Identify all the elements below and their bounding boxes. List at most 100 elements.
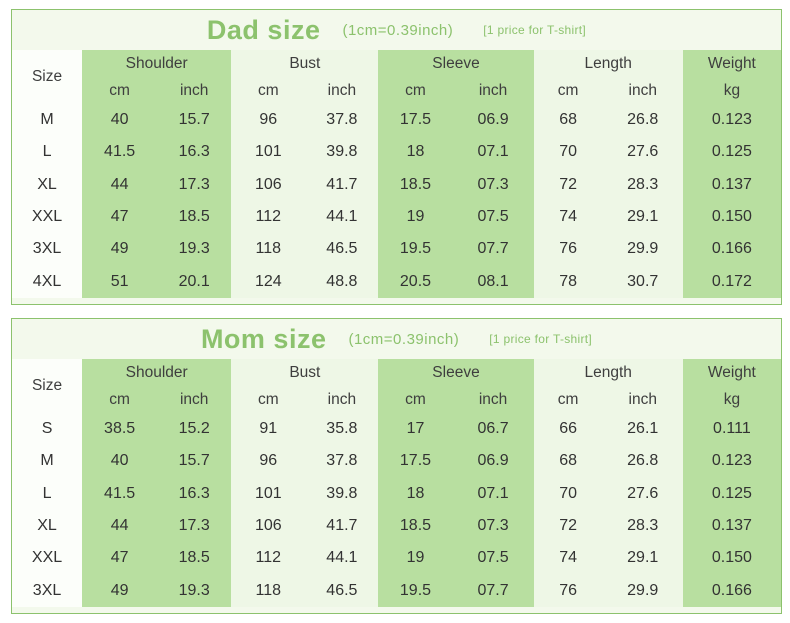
length-cm-cell: 68 xyxy=(533,445,603,478)
sleeve-inch-cell: 06.7 xyxy=(452,413,534,446)
sleeve-cm-cell: 17.5 xyxy=(378,445,453,478)
weight-kg-cell: 0.150 xyxy=(682,542,781,575)
shoulder-inch-cell: 19.3 xyxy=(157,574,232,607)
unit-cm: cm xyxy=(378,386,453,413)
shoulder-inch-cell: 18.5 xyxy=(157,542,232,575)
unit-cm: cm xyxy=(82,77,158,104)
bust-inch-cell: 46.5 xyxy=(305,574,379,607)
bust-cm-cell: 112 xyxy=(231,200,306,234)
shoulder-header: Shoulder xyxy=(82,50,232,77)
unit-cm: cm xyxy=(533,386,603,413)
bust-inch-cell: 39.8 xyxy=(305,477,379,510)
mom-size-table: Size Shoulder Bust Sleeve Length Weight … xyxy=(12,359,781,607)
sleeve-cm-cell: 18 xyxy=(378,477,453,510)
sleeve-cm-cell: 20.5 xyxy=(378,265,453,298)
mom-header-row: Size Shoulder Bust Sleeve Length Weight xyxy=(12,359,781,413)
length-header: Length xyxy=(533,50,683,77)
weight-kg-cell: 0.137 xyxy=(682,509,781,543)
length-inch-cell: 27.6 xyxy=(602,477,683,510)
shoulder-cm-cell: 44 xyxy=(82,168,158,201)
bust-inch-cell: 37.8 xyxy=(305,445,379,478)
sleeve-inch-cell: 07.3 xyxy=(452,509,534,543)
bust-inch-cell: 35.8 xyxy=(305,413,379,446)
shoulder-inch-cell: 17.3 xyxy=(157,509,232,543)
shoulder-inch-cell: 19.3 xyxy=(157,233,232,266)
bust-cm-cell: 106 xyxy=(231,168,306,201)
mom-table-body: S 38.5 15.2 91 35.8 17 06.7 66 26.1 0.111 M 40 15.7 9… xyxy=(12,413,781,607)
dad-unit-row: cm inch cm inch cm inch cm inch kg xyxy=(12,77,781,104)
sleeve-cm-cell: 19 xyxy=(378,542,453,575)
unit-inch: inch xyxy=(602,77,683,104)
bust-inch-cell: 39.8 xyxy=(305,136,379,169)
bust-inch-cell: 48.8 xyxy=(305,265,379,298)
dad-conversion-note: (1cm=0.39inch) xyxy=(342,21,454,39)
dad-title-row: Dad size (1cm=0.39inch) [1 price for T-s… xyxy=(12,10,781,50)
shoulder-cm-cell: 40 xyxy=(82,445,158,478)
length-cm-cell: 72 xyxy=(533,509,603,543)
shoulder-inch-cell: 15.7 xyxy=(157,445,232,478)
sleeve-cm-cell: 17 xyxy=(378,413,453,446)
mom-conversion-note: (1cm=0.39inch) xyxy=(348,330,460,348)
weight-kg-cell: 0.137 xyxy=(682,168,781,201)
table-row: XL 44 17.3 106 41.7 18.5 07.3 72 28.3 0.137 xyxy=(12,509,781,543)
mom-price-note: [1 price for T-shirt] xyxy=(489,332,593,346)
bust-cm-cell: 91 xyxy=(231,413,306,446)
shoulder-cm-cell: 38.5 xyxy=(82,413,158,446)
shoulder-cm-cell: 47 xyxy=(82,200,158,234)
shoulder-inch-cell: 20.1 xyxy=(157,265,232,298)
length-cm-cell: 74 xyxy=(533,200,603,234)
length-cm-cell: 68 xyxy=(533,104,603,137)
size-cell: S xyxy=(12,413,83,446)
unit-cm: cm xyxy=(533,77,603,104)
sleeve-inch-cell: 06.9 xyxy=(452,104,534,137)
mom-size-panel: Mom size (1cm=0.39inch) [1 price for T-s… xyxy=(11,318,782,614)
table-row: S 38.5 15.2 91 35.8 17 06.7 66 26.1 0.111 xyxy=(12,413,781,446)
unit-inch: inch xyxy=(602,386,683,413)
sleeve-cm-cell: 18.5 xyxy=(378,509,453,543)
length-inch-cell: 26.1 xyxy=(602,413,683,446)
dad-table-body: M 40 15.7 96 37.8 17.5 06.9 68 26.8 0.123 L 41.5 16.… xyxy=(12,104,781,298)
bust-inch-cell: 37.8 xyxy=(305,104,379,137)
mom-unit-row: cm inch cm inch cm inch cm inch kg xyxy=(12,386,781,413)
bust-cm-cell: 124 xyxy=(231,265,306,298)
bust-inch-cell: 41.7 xyxy=(305,168,379,201)
table-row: 3XL 49 19.3 118 46.5 19.5 07.7 76 29.9 0.166 xyxy=(12,233,781,266)
size-cell: 4XL xyxy=(12,265,83,298)
bust-header: Bust xyxy=(231,359,379,386)
weight-kg-cell: 0.172 xyxy=(682,265,781,298)
mom-size-title: Mom size xyxy=(200,323,327,354)
dad-size-title: Dad size xyxy=(206,14,321,45)
bust-inch-cell: 46.5 xyxy=(305,233,379,266)
bust-inch-cell: 44.1 xyxy=(305,542,379,575)
length-inch-cell: 29.9 xyxy=(602,233,683,266)
unit-inch: inch xyxy=(157,77,232,104)
size-header: Size xyxy=(12,50,83,104)
size-cell: M xyxy=(12,445,83,478)
shoulder-cm-cell: 49 xyxy=(82,233,158,266)
unit-cm: cm xyxy=(231,386,306,413)
length-inch-cell: 29.1 xyxy=(602,200,683,234)
bust-cm-cell: 118 xyxy=(231,233,306,266)
unit-kg: kg xyxy=(682,77,781,104)
shoulder-header: Shoulder xyxy=(82,359,232,386)
bust-cm-cell: 101 xyxy=(231,136,306,169)
table-row: 3XL 49 19.3 118 46.5 19.5 07.7 76 29.9 0.166 xyxy=(12,574,781,607)
weight-kg-cell: 0.166 xyxy=(682,574,781,607)
weight-kg-cell: 0.111 xyxy=(682,413,781,446)
size-cell: XXL xyxy=(12,542,83,575)
sleeve-cm-cell: 19 xyxy=(378,200,453,234)
bust-cm-cell: 101 xyxy=(231,477,306,510)
sleeve-cm-cell: 18 xyxy=(378,136,453,169)
table-row: M 40 15.7 96 37.8 17.5 06.9 68 26.8 0.123 xyxy=(12,445,781,478)
unit-cm: cm xyxy=(82,386,158,413)
length-cm-cell: 70 xyxy=(533,477,603,510)
unit-cm: cm xyxy=(378,77,453,104)
shoulder-inch-cell: 15.2 xyxy=(157,413,232,446)
shoulder-inch-cell: 15.7 xyxy=(157,104,232,137)
shoulder-cm-cell: 40 xyxy=(82,104,158,137)
shoulder-cm-cell: 47 xyxy=(82,542,158,575)
dad-price-note: [1 price for T-shirt] xyxy=(483,23,587,37)
unit-cm: cm xyxy=(231,77,306,104)
sleeve-inch-cell: 07.3 xyxy=(452,168,534,201)
shoulder-inch-cell: 16.3 xyxy=(157,136,232,169)
